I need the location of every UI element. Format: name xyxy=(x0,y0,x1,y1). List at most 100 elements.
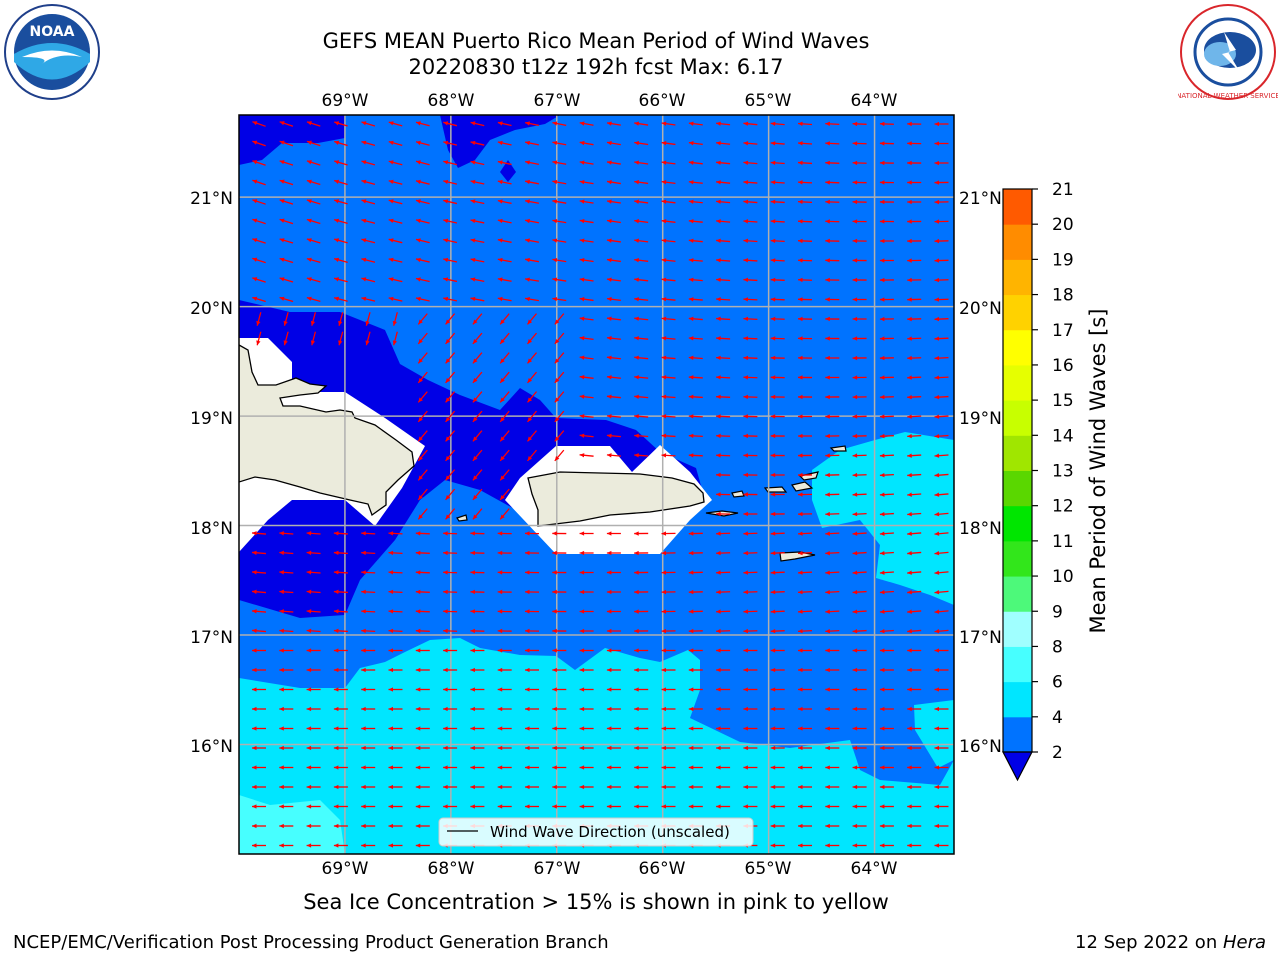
wave-direction-arrow xyxy=(716,141,731,146)
wave-direction-arrow xyxy=(333,257,348,263)
wave-direction-arrow xyxy=(361,687,376,692)
wave-direction-arrow xyxy=(661,238,676,243)
wave-direction-arrow xyxy=(879,160,894,166)
colorbar-tick-label: 15 xyxy=(1052,391,1074,411)
wave-direction-arrow xyxy=(852,199,867,205)
wave-direction-arrow xyxy=(661,589,676,595)
wave-direction-arrow xyxy=(579,765,594,770)
wave-direction-arrow xyxy=(579,218,594,224)
wave-direction-arrow xyxy=(852,609,867,614)
wave-direction-arrow xyxy=(333,784,348,790)
wave-direction-arrow xyxy=(934,453,949,458)
wave-direction-arrow xyxy=(470,570,485,575)
wave-direction-arrow xyxy=(606,258,621,263)
wave-direction-arrow xyxy=(688,765,703,770)
wave-direction-arrow xyxy=(497,648,512,653)
wave-direction-arrow xyxy=(251,550,267,555)
wave-direction-arrow xyxy=(279,160,294,166)
wave-direction-arrow xyxy=(743,706,758,712)
wave-direction-arrow xyxy=(688,433,703,439)
wave-direction-arrow xyxy=(499,410,510,423)
wave-direction-arrow xyxy=(361,628,376,634)
wave-direction-arrow xyxy=(472,508,483,520)
wave-direction-arrow xyxy=(524,570,540,575)
wave-direction-arrow xyxy=(716,765,731,770)
lat-label-left: 20°N xyxy=(190,299,233,319)
wave-direction-arrow xyxy=(770,238,785,244)
period-band-below-2-cap xyxy=(440,115,560,168)
wave-direction-arrow xyxy=(852,375,867,380)
wave-direction-arrow xyxy=(743,355,758,361)
wave-direction-arrow xyxy=(497,804,512,809)
wave-direction-arrow xyxy=(388,784,403,790)
wave-direction-arrow xyxy=(688,804,703,809)
wave-direction-arrow xyxy=(252,160,266,166)
wave-direction-arrow xyxy=(279,550,294,555)
wave-direction-arrow xyxy=(306,843,321,848)
wave-direction-arrow xyxy=(743,433,758,439)
wave-direction-arrow xyxy=(361,667,376,673)
wave-direction-arrow xyxy=(661,121,676,126)
wave-direction-arrow xyxy=(306,589,321,594)
wave-direction-arrow xyxy=(472,430,483,442)
wave-direction-arrow xyxy=(797,297,813,302)
wave-direction-arrow xyxy=(797,550,813,556)
wave-direction-arrow xyxy=(306,160,321,166)
wave-direction-arrow xyxy=(879,297,894,302)
wave-direction-arrow xyxy=(415,745,430,751)
wave-direction-arrow xyxy=(552,179,567,185)
wave-direction-arrow xyxy=(499,508,510,520)
wave-direction-arrow xyxy=(661,804,676,809)
wave-direction-arrow xyxy=(606,121,621,126)
wave-direction-arrow xyxy=(552,121,567,126)
colorbar-segment xyxy=(1003,435,1032,471)
wave-direction-arrow xyxy=(798,784,812,790)
wave-direction-arrow xyxy=(552,277,567,282)
wave-direction-arrow xyxy=(306,531,321,536)
wave-direction-arrow xyxy=(417,391,428,403)
wave-direction-arrow xyxy=(661,160,676,165)
wave-direction-arrow xyxy=(334,160,348,166)
wave-direction-arrow xyxy=(934,160,949,166)
wave-direction-arrow xyxy=(661,784,676,790)
wave-direction-arrow xyxy=(934,667,949,673)
wave-direction-arrow xyxy=(470,745,485,751)
wave-direction-arrow xyxy=(306,628,321,633)
wave-direction-arrow xyxy=(579,394,594,399)
wave-direction-arrow xyxy=(552,628,567,634)
wave-direction-arrow xyxy=(634,160,649,165)
colorbar-segment xyxy=(1003,576,1032,612)
period-band-below-2-spot xyxy=(500,160,516,182)
wave-direction-arrow xyxy=(472,352,483,364)
wave-direction-arrow xyxy=(415,648,430,653)
wave-direction-arrow xyxy=(934,219,949,224)
wave-direction-arrow xyxy=(825,180,840,185)
wave-direction-arrow xyxy=(525,706,539,712)
wave-direction-arrow xyxy=(634,414,649,419)
wave-direction-arrow xyxy=(743,804,758,809)
wave-direction-arrow xyxy=(306,687,321,692)
wave-direction-arrow xyxy=(797,336,813,341)
wave-direction-arrow xyxy=(661,531,676,536)
wave-direction-arrow xyxy=(879,199,894,205)
wave-direction-arrow xyxy=(415,140,430,146)
wave-direction-arrow xyxy=(310,331,317,346)
wave-direction-arrow xyxy=(497,765,512,770)
wave-direction-arrow xyxy=(743,765,758,770)
colorbar-tick-label: 18 xyxy=(1052,286,1074,306)
wave-direction-arrow xyxy=(497,706,512,712)
wave-direction-arrow xyxy=(606,238,621,243)
wave-direction-arrow xyxy=(716,336,731,341)
wave-direction-arrow xyxy=(606,140,621,146)
colorbar-tick-label: 8 xyxy=(1052,637,1063,657)
wave-direction-arrow xyxy=(634,531,649,536)
wave-direction-arrow xyxy=(252,238,266,244)
wave-direction-arrow xyxy=(743,336,758,341)
wave-direction-arrow xyxy=(852,706,867,712)
wave-direction-arrow xyxy=(279,218,294,225)
lon-label-top: 65°W xyxy=(745,91,792,111)
wave-direction-arrow xyxy=(852,258,867,263)
wave-direction-arrow xyxy=(252,199,266,205)
wave-direction-arrow xyxy=(443,160,458,166)
